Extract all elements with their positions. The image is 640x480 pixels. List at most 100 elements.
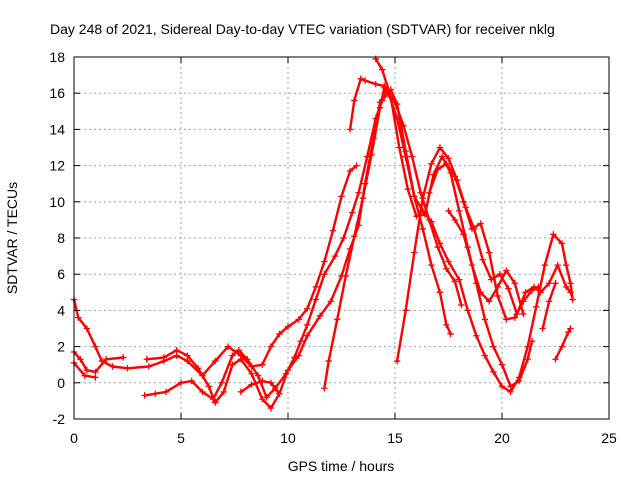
data-point <box>505 285 512 292</box>
data-point <box>552 280 559 287</box>
data-point <box>451 173 459 180</box>
data-point <box>421 211 429 218</box>
x-tick-label: 20 <box>494 430 510 446</box>
data-point <box>282 370 290 377</box>
y-tick-label: 16 <box>49 85 65 101</box>
data-point <box>554 261 561 269</box>
data-point <box>563 283 570 291</box>
data-point <box>490 368 497 376</box>
data-point <box>368 151 375 158</box>
data-point <box>552 356 559 363</box>
data-point <box>237 356 245 363</box>
y-tick-label: 10 <box>49 194 65 210</box>
y-tick-label: 4 <box>57 302 65 318</box>
data-point <box>331 252 339 260</box>
data-point <box>229 361 236 368</box>
data-point <box>276 330 283 338</box>
data-point <box>393 357 401 365</box>
data-point <box>515 377 523 385</box>
data-point <box>346 126 354 133</box>
data-series <box>70 55 576 412</box>
data-point <box>443 265 450 272</box>
series-track-11 <box>445 207 527 318</box>
x-axis-label: GPS time / hours <box>288 458 395 474</box>
data-point <box>522 289 529 296</box>
data-point <box>267 379 275 386</box>
data-point <box>436 289 444 296</box>
series-line <box>554 327 572 361</box>
data-point <box>259 395 266 403</box>
series-track-6 <box>237 377 283 397</box>
data-point <box>355 189 362 196</box>
data-point <box>413 213 420 220</box>
data-point <box>428 218 435 225</box>
data-point <box>327 298 334 305</box>
data-point <box>507 388 514 396</box>
y-tick-label: 6 <box>57 266 65 282</box>
data-point <box>160 354 168 361</box>
data-point <box>443 160 450 167</box>
data-point <box>411 193 418 200</box>
data-point <box>535 283 542 291</box>
data-point <box>545 280 553 287</box>
data-point <box>378 66 386 73</box>
data-point <box>524 356 531 363</box>
data-point <box>321 258 328 265</box>
data-point <box>235 347 242 354</box>
series-track-13 <box>552 325 574 363</box>
data-point <box>563 261 570 269</box>
data-point <box>92 368 99 376</box>
data-point <box>479 256 486 263</box>
data-point <box>248 370 255 377</box>
data-point <box>503 267 510 274</box>
data-point <box>426 189 433 196</box>
data-point <box>340 234 347 242</box>
data-point <box>545 298 553 305</box>
y-tick-label: 12 <box>49 158 65 174</box>
data-point <box>205 383 213 390</box>
series-line <box>447 209 525 316</box>
series-track-12 <box>426 160 542 323</box>
data-point <box>404 185 412 193</box>
data-point <box>460 198 467 205</box>
data-point <box>372 80 379 88</box>
series-track-8 <box>346 75 388 133</box>
data-point <box>276 390 283 397</box>
data-point <box>321 385 328 392</box>
data-point <box>533 303 540 310</box>
data-point <box>458 301 465 309</box>
data-point <box>75 314 82 321</box>
y-tick-label: 0 <box>57 375 65 391</box>
data-point <box>550 231 557 238</box>
data-point <box>338 193 345 200</box>
series-track-2 <box>70 348 127 376</box>
data-point <box>81 372 88 379</box>
data-point <box>485 249 493 256</box>
data-point <box>445 258 452 265</box>
data-point <box>143 356 150 363</box>
data-point <box>329 227 337 234</box>
data-point <box>312 296 320 303</box>
data-point <box>141 392 148 399</box>
data-point <box>419 194 427 202</box>
series-track-14 <box>539 280 559 332</box>
data-point <box>244 356 251 363</box>
data-point <box>511 314 519 321</box>
data-point <box>209 395 217 403</box>
data-point <box>447 330 454 338</box>
data-point <box>456 207 463 215</box>
series-line <box>395 146 572 363</box>
data-point <box>451 278 459 285</box>
x-tick-label: 0 <box>70 430 78 446</box>
data-point <box>297 337 305 345</box>
chart-title: Day 248 of 2021, Sidereal Day-to-day VTE… <box>50 21 555 37</box>
data-point <box>295 352 302 359</box>
data-point <box>312 283 320 291</box>
data-point <box>357 75 364 82</box>
series-line <box>72 164 358 377</box>
y-tick-label: 14 <box>49 121 65 137</box>
data-point <box>520 298 527 305</box>
data-point <box>477 220 484 227</box>
data-point <box>353 162 360 169</box>
series-line <box>323 86 452 390</box>
